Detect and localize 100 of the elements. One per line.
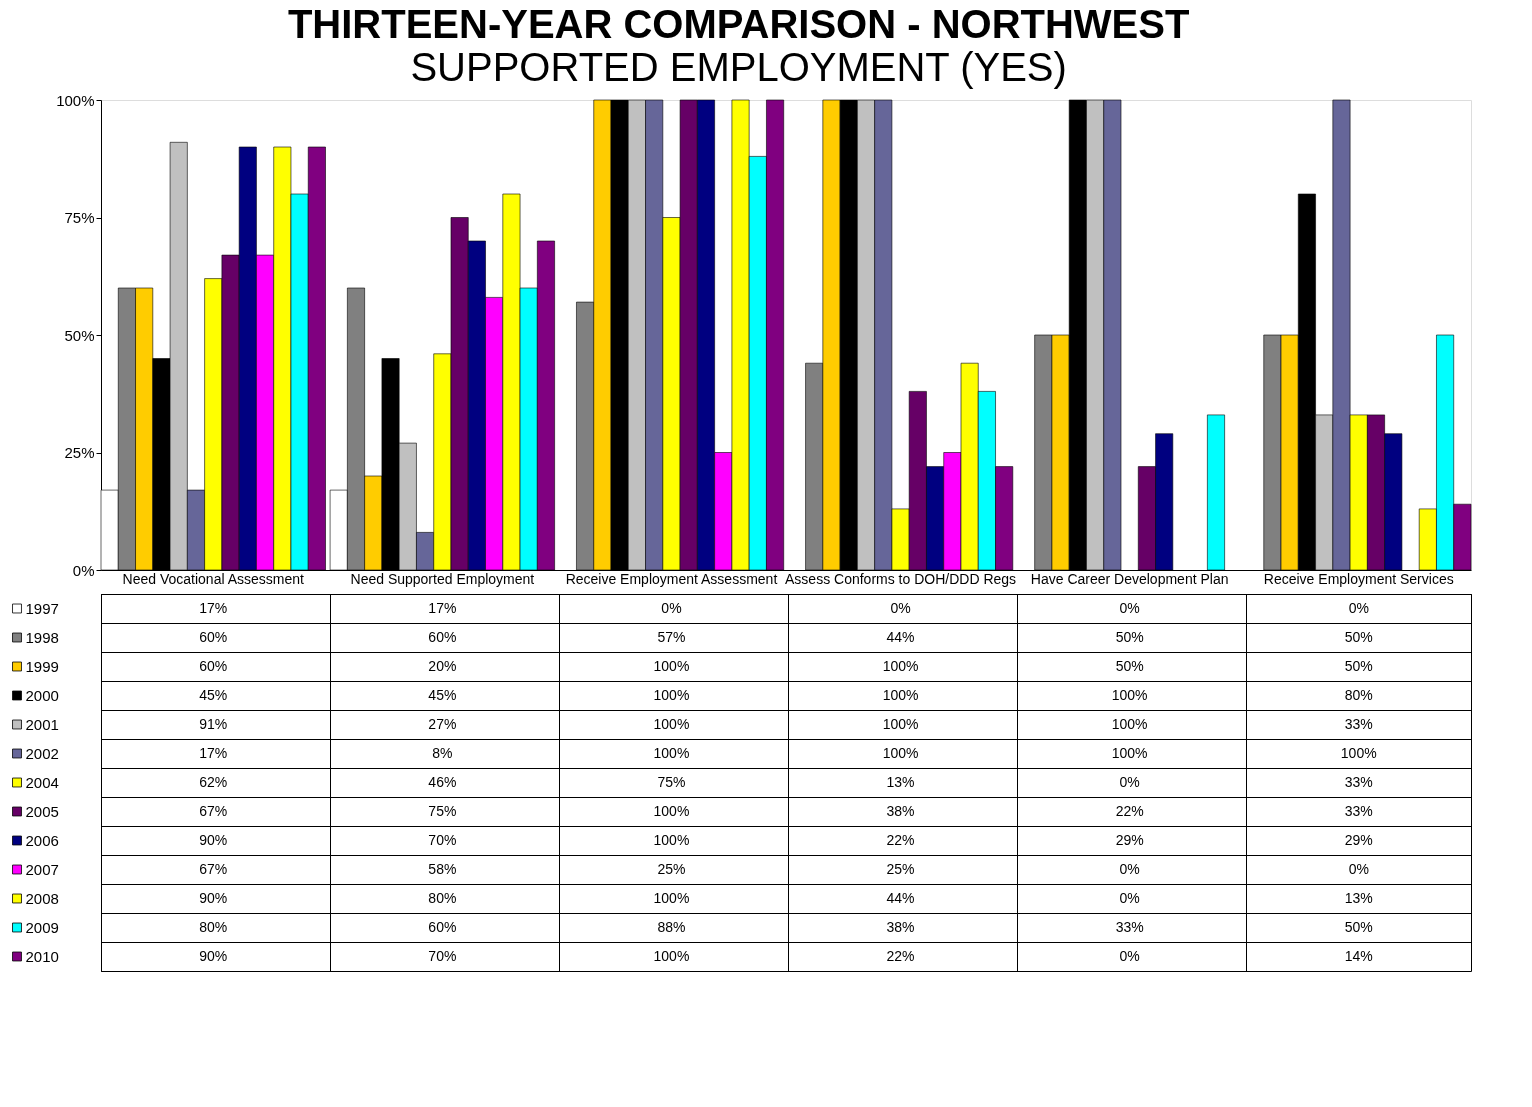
- chart-title: THIRTEEN-YEAR COMPARISON - NORTHWEST: [287, 1, 1190, 46]
- data-label: 100%: [882, 657, 919, 674]
- data-label: 38%: [886, 802, 915, 819]
- data-label: 67%: [199, 802, 228, 819]
- data-label: 46%: [428, 773, 457, 790]
- data-label: 0%: [1119, 860, 1140, 877]
- data-label: 100%: [882, 686, 919, 703]
- data-label: 58%: [428, 860, 457, 877]
- data-label: 14%: [1344, 947, 1373, 964]
- data-label: 33%: [1344, 715, 1373, 732]
- data-label: 100%: [1340, 744, 1377, 761]
- data-label: 8%: [432, 744, 453, 761]
- legend-label: 2008: [25, 889, 59, 907]
- data-label: 70%: [428, 947, 457, 964]
- data-label: 100%: [882, 715, 919, 732]
- legend-label: 2000: [25, 686, 59, 704]
- data-label: 25%: [657, 860, 686, 877]
- data-label: 33%: [1115, 918, 1144, 935]
- data-label: 38%: [886, 918, 915, 935]
- legend-label: 2002: [25, 744, 59, 762]
- data-label: 50%: [1344, 918, 1373, 935]
- legend-label: 2010: [25, 947, 59, 965]
- data-label: 75%: [657, 773, 686, 790]
- data-label: 0%: [1348, 860, 1369, 877]
- data-label: 50%: [1115, 657, 1144, 674]
- y-tick-label: 100%: [56, 91, 95, 109]
- data-label: 90%: [199, 889, 228, 906]
- data-label: 60%: [199, 628, 228, 645]
- x-tick-label: Need Supported Employment: [350, 570, 535, 587]
- data-label: 60%: [428, 918, 457, 935]
- data-label: 91%: [199, 715, 228, 732]
- legend-label: 1999: [25, 657, 59, 675]
- data-label: 29%: [1344, 831, 1373, 848]
- legend-label: 1997: [25, 599, 59, 617]
- data-label: 60%: [199, 657, 228, 674]
- data-label: 27%: [428, 715, 457, 732]
- x-tick-label: Have Career Development Plan: [1030, 570, 1229, 587]
- data-label: 80%: [428, 889, 457, 906]
- data-label: 80%: [1344, 686, 1373, 703]
- legend-label: 2007: [25, 860, 59, 878]
- data-label: 62%: [199, 773, 228, 790]
- data-label: 25%: [886, 860, 915, 877]
- x-tick-label: Receive Employment Services: [1263, 570, 1454, 587]
- data-label: 44%: [886, 889, 915, 906]
- data-label: 100%: [1111, 686, 1148, 703]
- data-label: 90%: [199, 947, 228, 964]
- data-label: 60%: [428, 628, 457, 645]
- data-label: 0%: [1119, 773, 1140, 790]
- data-label: 13%: [1344, 889, 1373, 906]
- data-label: 20%: [428, 657, 457, 674]
- data-label: 80%: [199, 918, 228, 935]
- data-label: 70%: [428, 831, 457, 848]
- data-label: 100%: [653, 744, 690, 761]
- data-label: 22%: [1115, 802, 1144, 819]
- chart-subtitle: SUPPORTED EMPLOYMENT (YES): [410, 44, 1067, 89]
- data-label: 50%: [1344, 628, 1373, 645]
- data-label: 45%: [199, 686, 228, 703]
- y-tick-label: 50%: [64, 326, 95, 344]
- legend-label: 2009: [25, 918, 59, 936]
- y-tick-label: 75%: [64, 209, 95, 226]
- data-label: 75%: [428, 802, 457, 819]
- data-label: 57%: [657, 628, 686, 645]
- data-label: 45%: [428, 686, 457, 703]
- legend-label: 2006: [25, 831, 59, 849]
- data-label: 100%: [653, 715, 690, 732]
- data-label: 100%: [653, 686, 690, 703]
- data-label: 44%: [886, 628, 915, 645]
- data-label: 33%: [1344, 773, 1373, 790]
- data-label: 17%: [199, 599, 228, 616]
- data-label: 13%: [886, 773, 915, 790]
- data-label: 100%: [1111, 744, 1148, 761]
- data-label: 88%: [657, 918, 686, 935]
- legend-label: 2001: [25, 715, 59, 733]
- data-label: 29%: [1115, 831, 1144, 848]
- data-label: 67%: [199, 860, 228, 877]
- data-label: 50%: [1344, 657, 1373, 674]
- x-tick-label: Assess Conforms to DOH/DDD Regs: [785, 570, 1017, 587]
- x-tick-label: Need Vocational Assessment: [122, 570, 305, 587]
- legend-label: 1998: [25, 628, 59, 646]
- data-label: 100%: [653, 889, 690, 906]
- legend-label: 2004: [25, 773, 59, 791]
- data-label: 17%: [428, 599, 457, 616]
- data-label: 0%: [1119, 947, 1140, 964]
- data-label: 100%: [653, 947, 690, 964]
- data-label: 0%: [1348, 599, 1369, 616]
- data-label: 0%: [1119, 599, 1140, 616]
- data-label: 17%: [199, 744, 228, 761]
- data-label: 22%: [886, 831, 915, 848]
- data-label: 100%: [653, 657, 690, 674]
- data-label: 0%: [661, 599, 682, 616]
- data-label: 100%: [653, 831, 690, 848]
- data-label: 100%: [882, 744, 919, 761]
- y-tick-label: 0%: [72, 561, 95, 579]
- data-label: 100%: [653, 802, 690, 819]
- legend-label: 2005: [25, 802, 59, 820]
- data-label: 0%: [1119, 889, 1140, 906]
- data-label: 0%: [890, 599, 911, 616]
- data-label: 22%: [886, 947, 915, 964]
- y-tick-label: 25%: [64, 444, 95, 461]
- data-label: 90%: [199, 831, 228, 848]
